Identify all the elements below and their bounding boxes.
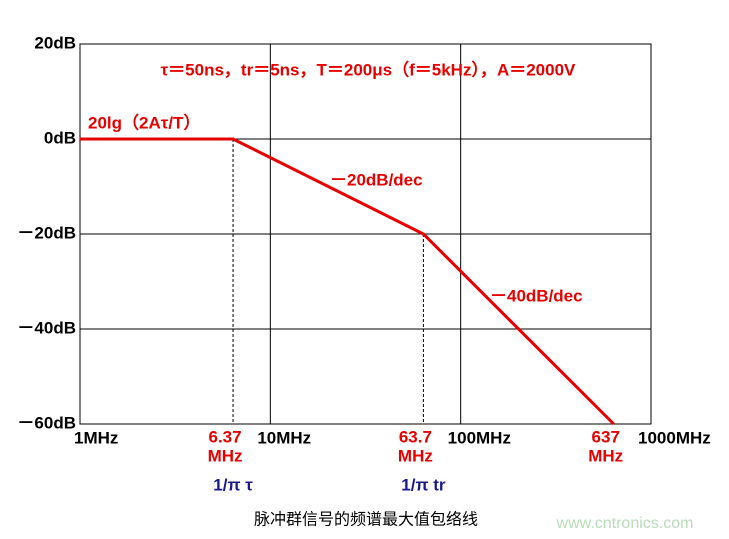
x-tick-label: 1000MHz: [638, 428, 711, 447]
y-tick-label: 0dB: [44, 128, 76, 147]
annotation: τ＝50ns，tr＝5ns，T＝200μs（f＝5kHz），A＝2000V: [161, 59, 576, 79]
y-tick-label: －60dB: [17, 413, 76, 432]
x-tick-label: 10MHz: [257, 428, 311, 447]
corner-unit: MHz: [398, 446, 433, 465]
y-tick-label: 20dB: [34, 33, 76, 52]
corner-label: 63.7: [399, 427, 432, 446]
corner-label: 6.37: [209, 427, 242, 446]
annotation: －20dB/dec: [330, 170, 423, 189]
y-tick-label: －20dB: [17, 223, 76, 242]
series-line: [80, 137, 615, 426]
x-tick-label: 100MHz: [448, 428, 511, 447]
x-tick-label: 1MHz: [74, 428, 118, 447]
corner-unit: MHz: [588, 446, 623, 465]
annotation: －40dB/dec: [490, 286, 583, 305]
annotation: 20lg（2Aτ/T）: [88, 112, 200, 132]
caption: 脉冲群信号的频谱最大值包络线: [254, 510, 478, 529]
watermark: www.cntronics.com: [556, 515, 694, 532]
corner-label: 637: [592, 427, 620, 446]
corner-unit: MHz: [208, 446, 243, 465]
y-tick-label: －40dB: [17, 318, 76, 337]
corner-formula: 1/π tr: [401, 475, 446, 494]
corner-formula: 1/π τ: [213, 475, 253, 494]
